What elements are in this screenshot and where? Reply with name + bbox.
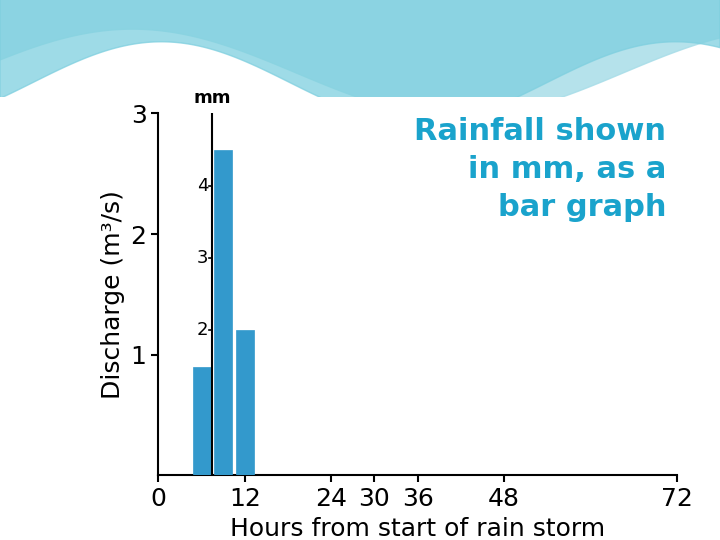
Bar — [236, 330, 254, 475]
Text: 3: 3 — [197, 249, 208, 267]
X-axis label: Hours from start of rain storm: Hours from start of rain storm — [230, 517, 606, 540]
Text: Rainfall shown
in mm, as a
bar graph: Rainfall shown in mm, as a bar graph — [415, 117, 667, 222]
Y-axis label: Discharge (m³/s): Discharge (m³/s) — [101, 190, 125, 399]
Bar — [193, 367, 210, 475]
Bar — [215, 150, 232, 475]
Text: mm: mm — [194, 89, 231, 107]
Text: 2: 2 — [197, 321, 208, 340]
Text: 4: 4 — [197, 177, 208, 195]
